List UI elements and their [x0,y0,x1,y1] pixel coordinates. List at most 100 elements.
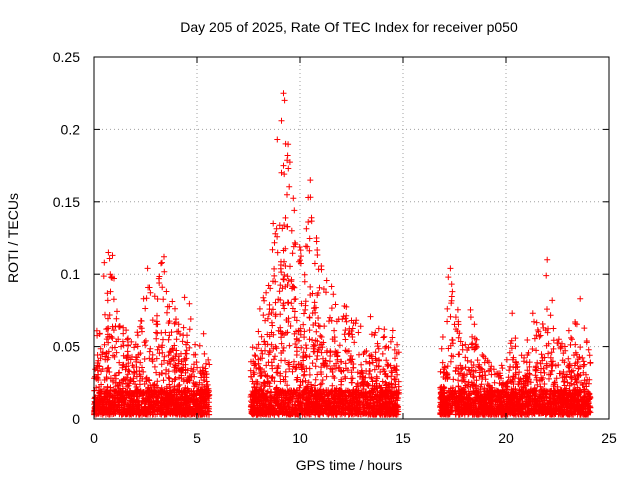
data-point [321,323,328,330]
data-point [438,345,445,352]
data-point [450,376,457,383]
data-point [149,382,156,389]
data-point [146,355,153,362]
data-point [544,306,550,313]
data-point [159,284,166,291]
data-point [303,345,310,352]
data-point [303,225,310,232]
data-point [179,338,186,345]
data-point [129,353,135,360]
data-point [258,333,265,340]
data-point [469,333,476,340]
data-point [338,381,345,388]
data-point [106,255,113,262]
data-point [111,275,117,282]
data-point [105,339,112,346]
data-point [381,326,388,333]
data-point [439,334,446,340]
data-point [178,405,185,412]
data-point [271,272,278,279]
data-point [190,401,197,407]
data-point [193,390,200,397]
data-point [183,377,190,384]
data-point [191,373,198,380]
data-point [372,349,379,356]
data-point [288,300,295,307]
data-point [575,372,582,379]
data-point [154,395,161,401]
data-point [183,347,190,354]
data-point [156,410,163,417]
data-point [171,407,178,413]
data-point [112,410,118,417]
data-point [104,331,111,338]
data-point [160,296,167,303]
data-point [142,337,149,344]
data-point [120,361,127,368]
data-point [178,372,185,379]
data-point [154,296,161,302]
data-point [169,298,176,305]
data-series-roti [91,90,594,418]
data-point [113,315,120,322]
data-point [119,391,126,398]
data-point [166,381,173,388]
data-point [119,338,126,345]
data-point [173,336,180,343]
data-point [167,384,174,391]
data-point [311,299,318,306]
data-point [447,313,454,320]
data-point [109,398,116,405]
data-point [201,350,208,357]
data-point [164,309,170,316]
data-point [156,280,163,286]
data-point [117,395,124,402]
data-point [316,284,323,291]
data-point [153,335,160,342]
data-point [94,400,101,407]
data-point [140,295,147,302]
data-point [114,308,120,315]
data-point [100,273,107,280]
data-point [471,321,478,328]
data-point [125,342,132,348]
data-point [307,283,314,290]
data-point [147,345,154,352]
data-point [565,327,572,334]
data-point [367,313,374,320]
data-point [197,369,204,376]
data-point [201,374,207,380]
data-point [499,365,506,372]
data-point [181,355,188,362]
data-point [375,345,382,352]
data-point [306,365,313,372]
data-point [192,341,199,348]
data-point [165,352,172,359]
data-point [285,277,292,284]
data-point [158,370,165,377]
data-point [257,355,264,362]
data-point [281,305,288,312]
data-point [191,383,198,390]
data-point [336,342,343,349]
data-point [153,369,160,376]
data-point [152,411,159,418]
data-point [306,353,313,360]
data-point [251,352,258,359]
data-point [455,377,462,384]
data-point [153,329,160,336]
data-point [194,364,201,371]
data-point [134,332,141,339]
data-point [192,391,199,398]
data-point [120,352,127,359]
data-point [173,351,180,357]
data-point [255,328,262,335]
data-point [142,406,149,413]
data-point [111,402,118,409]
data-point [104,297,111,304]
data-point [145,284,152,291]
data-point [569,336,575,343]
data-point [284,299,291,306]
data-point [282,263,289,269]
data-point [197,388,204,395]
